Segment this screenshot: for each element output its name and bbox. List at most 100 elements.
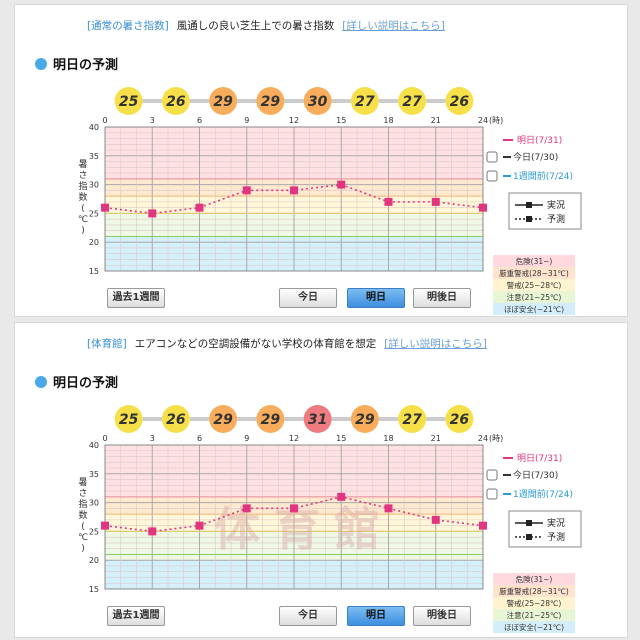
forecast-circle: [398, 87, 427, 115]
x-tick-label: 21: [431, 116, 441, 125]
y-axis-label-char: 数: [78, 509, 87, 521]
risk-scale-row: [493, 597, 575, 609]
forecast-circle: [114, 87, 143, 115]
tomorrow-button[interactable]: 明日: [347, 288, 405, 308]
y-axis-label-char: 暑: [78, 159, 87, 170]
data-point: [479, 203, 487, 212]
plot-frame: [104, 126, 484, 272]
forecast-value: 29: [261, 412, 281, 428]
x-tick-label: 24: [478, 434, 488, 443]
x-tick-label: 18: [383, 116, 393, 125]
risk-scale-label: 注意(21~25℃): [507, 292, 562, 302]
data-point: [242, 504, 251, 513]
risk-scale-label: 警戒(25~28℃): [507, 280, 562, 290]
x-tick-label: 6: [197, 116, 202, 125]
legend-week-ago: 1週間前(7/24): [513, 488, 573, 500]
data-point: [195, 203, 204, 212]
risk-scale-row: [493, 621, 575, 633]
risk-scale-label: 注意(21~25℃): [507, 610, 562, 620]
x-tick-label: 15: [336, 434, 346, 443]
data-point: [337, 492, 346, 501]
today-button[interactable]: 今日: [279, 606, 337, 626]
risk-scale-row: [493, 573, 575, 585]
x-tick-label: 9: [244, 116, 249, 125]
x-tick-label: 15: [336, 116, 346, 125]
forecast-circle: [445, 87, 474, 115]
legend-forecast-marker: [526, 216, 532, 222]
forecast-value: 29: [213, 94, 233, 110]
wbgt-chart: 体育館 40 35 30 25 20 15 0 3 6 9 12 15 18 21 24 (時) 暑さ指数(℃) 2…: [78, 405, 582, 633]
risk-scale-label: ほぼ安全(~21℃): [504, 622, 564, 632]
y-axis-label-char: 指: [78, 180, 87, 192]
data-point: [384, 504, 393, 513]
risk-scale-label: 厳重警戒(28~31℃): [499, 268, 569, 278]
forecast-value: 30: [308, 94, 328, 110]
y-tick-label: 40: [89, 123, 99, 132]
risk-scale-label: 厳重警戒(28~31℃): [499, 586, 569, 596]
risk-scale-row: [493, 303, 575, 315]
panel-standard: [通常の暑さ指数] 風通しの良い芝生上での暑さ指数 [詳しい説明はこちら] 明日の予…: [14, 4, 628, 317]
y-tick-label: 20: [89, 556, 99, 565]
y-tick-label: 15: [89, 267, 99, 276]
data-point: [101, 203, 109, 212]
forecast-value: 26: [166, 94, 186, 110]
forecast-value: 27: [355, 94, 375, 110]
y-tick-label: 30: [89, 181, 99, 190]
forecast-circle: [303, 405, 332, 433]
y-tick-label: 35: [89, 152, 99, 161]
bullet-icon: [35, 376, 47, 388]
x-tick-label: 12: [289, 116, 299, 125]
data-point: [479, 521, 487, 530]
x-tick-label: 24: [478, 116, 488, 125]
detail-link[interactable]: [詳しい説明はこちら]: [384, 338, 487, 350]
y-axis-label-char: 暑: [78, 477, 87, 488]
legend-tomorrow: 明日(7/31): [517, 453, 562, 464]
forecast-circle: [398, 405, 427, 433]
legend-today: 今日(7/30): [513, 151, 558, 163]
legend-actual-marker: [526, 202, 532, 208]
panel-tag: [体育館]: [87, 338, 127, 350]
legend-today-checkbox: [486, 151, 498, 163]
forecast-value: 31: [308, 412, 327, 428]
past-week-button[interactable]: 過去1週間: [107, 288, 165, 308]
forecast-circle: [350, 405, 379, 433]
x-tick-label: 3: [150, 434, 155, 443]
legend-week-ago: 1週間前(7/24): [513, 170, 573, 182]
past-week-button[interactable]: 過去1週間: [107, 606, 165, 626]
risk-scale-row: [493, 279, 575, 291]
x-tick-label: 21: [431, 434, 441, 443]
forecast-circle: [445, 405, 474, 433]
panel-tag: [通常の暑さ指数]: [87, 20, 169, 32]
risk-scale-label: 危険(31~): [516, 574, 553, 584]
data-point: [431, 197, 440, 206]
plot-frame: [104, 444, 484, 590]
forecast-value: 27: [402, 412, 422, 428]
x-axis-unit: (時): [489, 116, 503, 125]
today-button[interactable]: 今日: [279, 288, 337, 308]
data-point: [101, 521, 109, 530]
y-tick-label: 25: [89, 209, 99, 218]
forecast-value: 26: [450, 412, 470, 428]
y-axis-label-char: ): [81, 226, 85, 236]
data-point: [148, 209, 157, 218]
forecast-circle: [256, 405, 285, 433]
day-after-button[interactable]: 明後日: [413, 288, 471, 308]
forecast-value: 26: [450, 94, 470, 110]
forecast-circle: [350, 87, 379, 115]
risk-scale-row: [493, 585, 575, 597]
panel-header: [体育館] エアコンなどの空調設備がない学校の体育館を想定 [詳しい説明はこちら]: [87, 336, 627, 351]
panel-header: [通常の暑さ指数] 風通しの良い芝生上での暑さ指数 [詳しい説明はこちら]: [87, 18, 627, 33]
panel-description: エアコンなどの空調設備がない学校の体育館を想定: [134, 338, 377, 350]
tomorrow-button[interactable]: 明日: [347, 606, 405, 626]
y-tick-label: 25: [89, 527, 99, 536]
forecast-circle: [209, 87, 238, 115]
legend-tomorrow: 明日(7/31): [517, 135, 562, 146]
forecast-circle: [209, 405, 238, 433]
detail-link[interactable]: [詳しい説明はこちら]: [342, 20, 445, 32]
forecast-value: 25: [119, 412, 139, 428]
forecast-value: 27: [402, 94, 422, 110]
x-axis-unit: (時): [489, 434, 503, 443]
y-tick-label: 15: [89, 585, 99, 594]
legend-style-box: [508, 192, 582, 230]
day-after-button[interactable]: 明後日: [413, 606, 471, 626]
